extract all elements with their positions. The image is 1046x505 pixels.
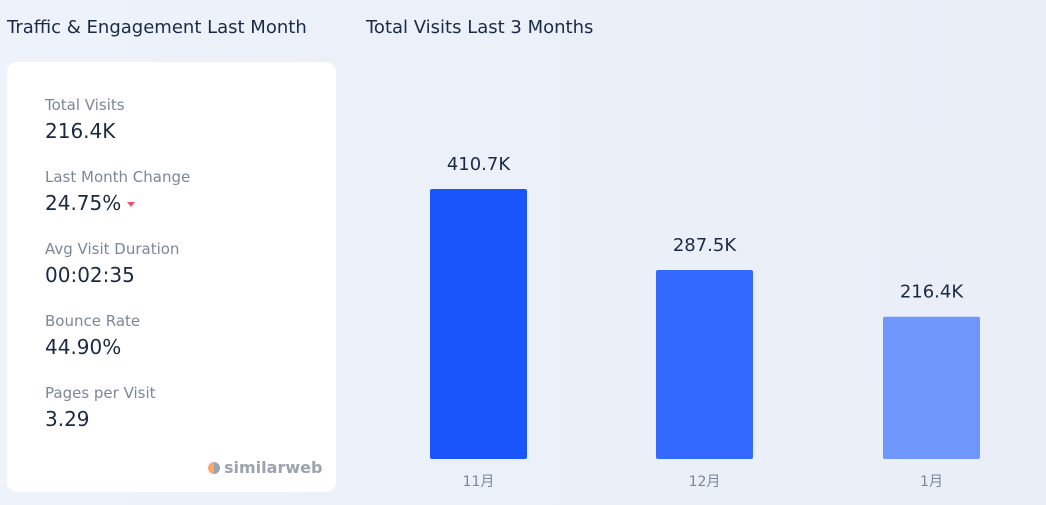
chart-title: Total Visits Last 3 Months [366,17,594,38]
down-arrow-icon [127,202,136,207]
x-tick-label: 11月 [463,474,495,490]
bar-3[interactable] [883,316,980,459]
bar-2[interactable] [656,269,753,459]
bar-value-label: 287.5K [673,235,738,256]
metric-label: Avg Visit Duration [45,240,180,258]
bar-value-label: 216.4K [900,282,965,303]
metric-value: 24.75% [45,191,122,215]
metric-bounce-rate: Bounce Rate 44.90% [45,312,140,359]
metric-value: 44.90% [45,335,122,359]
bar-1[interactable] [430,189,527,459]
bar-value-label: 410.7K [447,154,512,175]
metric-last-month-change: Last Month Change 24.75% [45,168,190,215]
engagement-card: Total Visits 216.4K Last Month Change 24… [7,62,336,492]
similarweb-logo-icon [208,461,220,474]
metric-label: Last Month Change [45,168,191,186]
metric-label: Bounce Rate [45,312,141,330]
metric-label: Pages per Visit [45,384,156,402]
metric-label: Total Visits [45,96,125,114]
metric-value: 216.4K [45,119,116,143]
similarweb-logo: similarweb [208,458,322,477]
x-tick-label: 12月 [689,474,721,490]
metric-value: 00:02:35 [45,263,135,287]
engagement-title: Traffic & Engagement Last Month [7,17,307,38]
metric-total-visits: Total Visits 216.4K [45,96,125,143]
metric-avg-visit-duration: Avg Visit Duration 00:02:35 [45,240,179,287]
metric-value: 3.29 [45,407,90,431]
x-tick-label: 1月 [920,474,943,490]
metric-pages-per-visit: Pages per Visit 3.29 [45,384,156,431]
